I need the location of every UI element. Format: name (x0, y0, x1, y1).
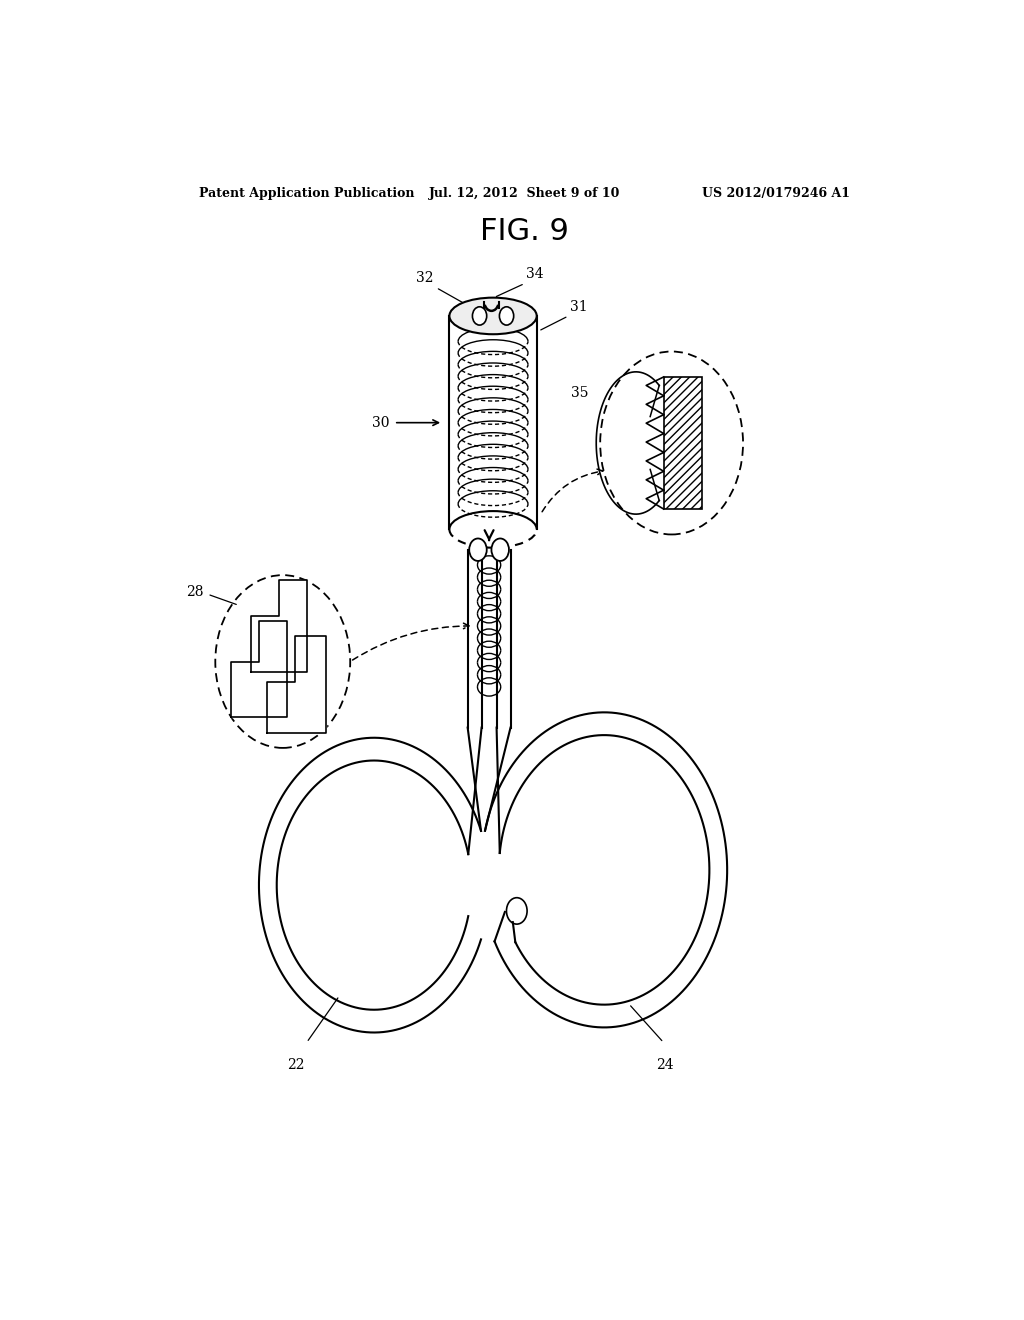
Circle shape (500, 306, 514, 325)
Bar (664, 378, 701, 510)
Circle shape (492, 539, 509, 561)
Circle shape (472, 306, 486, 325)
Polygon shape (267, 636, 327, 733)
Text: 24: 24 (655, 1057, 674, 1072)
Text: Jul. 12, 2012  Sheet 9 of 10: Jul. 12, 2012 Sheet 9 of 10 (429, 187, 621, 199)
Ellipse shape (450, 297, 537, 334)
Circle shape (469, 539, 486, 561)
Text: US 2012/0179246 A1: US 2012/0179246 A1 (702, 187, 850, 199)
Text: 30: 30 (373, 416, 390, 430)
Text: 22: 22 (287, 1057, 304, 1072)
Polygon shape (251, 581, 306, 672)
Text: 32: 32 (416, 272, 433, 285)
Polygon shape (231, 620, 287, 718)
Text: Patent Application Publication: Patent Application Publication (200, 187, 415, 199)
Text: 35: 35 (570, 385, 588, 400)
Text: 31: 31 (570, 300, 588, 314)
Text: 28: 28 (186, 585, 204, 599)
Text: FIG. 9: FIG. 9 (480, 218, 569, 247)
Text: 34: 34 (526, 268, 544, 281)
